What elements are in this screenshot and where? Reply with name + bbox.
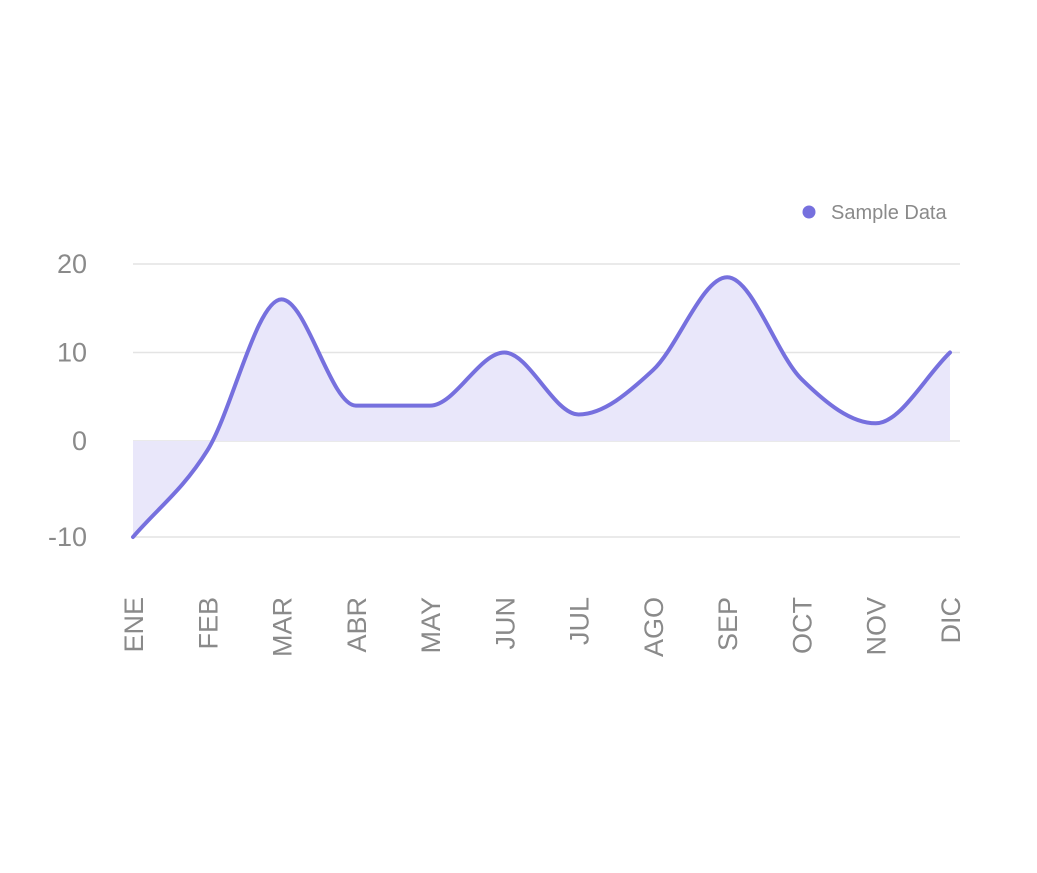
- series-line-layer: [127, 271, 956, 543]
- data-point-oct[interactable]: [795, 373, 807, 385]
- data-point-ago[interactable]: [647, 364, 659, 376]
- x-tick-label-sep: SEP: [713, 597, 743, 651]
- x-tick-label-nov: NOV: [862, 597, 892, 656]
- x-tick-label-dic: DIC: [936, 597, 966, 644]
- x-tick-label-mar: MAR: [268, 597, 298, 657]
- series-line-sample-data[interactable]: [131, 275, 952, 539]
- data-point-feb[interactable]: [201, 445, 213, 457]
- data-point-abr[interactable]: [350, 400, 362, 412]
- data-point-mar[interactable]: [276, 293, 288, 305]
- y-tick-label: 10: [57, 338, 87, 368]
- legend-marker-sample-data: [802, 205, 816, 219]
- legend[interactable]: Sample Data: [802, 202, 948, 224]
- data-point-sep[interactable]: [721, 271, 733, 283]
- area-fill-layer: [133, 277, 950, 537]
- x-tick-label-may: MAY: [416, 597, 446, 654]
- x-tick-label-jul: JUL: [565, 597, 595, 645]
- y-tick-label: 0: [72, 426, 87, 456]
- y-tick-label: -10: [48, 522, 87, 552]
- x-tick-label-ene: ENE: [119, 597, 149, 653]
- data-point-nov[interactable]: [870, 417, 882, 429]
- data-point-dic[interactable]: [944, 347, 956, 359]
- x-tick-label-jun: JUN: [490, 597, 520, 650]
- y-axis-ticks: 20 10 0 -10: [48, 249, 87, 552]
- series-area-sample-data: [133, 277, 950, 537]
- data-point-jul[interactable]: [573, 408, 585, 420]
- x-tick-label-oct: OCT: [787, 597, 817, 654]
- data-point-jun[interactable]: [498, 347, 510, 359]
- y-tick-label: 20: [57, 249, 87, 279]
- data-point-may[interactable]: [424, 400, 436, 412]
- x-tick-label-abr: ABR: [342, 597, 372, 653]
- x-tick-label-feb: FEB: [193, 597, 223, 650]
- data-point-ene[interactable]: [127, 531, 139, 543]
- x-axis-ticks: ENE FEB MAR ABR MAY JUN JUL AGO SEP OCT NOV DIC: [119, 597, 966, 657]
- x-tick-label-ago: AGO: [639, 597, 669, 657]
- legend-label-sample-data[interactable]: Sample Data: [831, 202, 947, 224]
